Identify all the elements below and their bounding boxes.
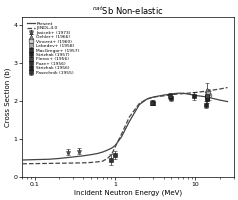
Present [194, 94, 197, 97]
Legend: Present, JENDL-4.0, Jasicek+ (1973), Oehler+ (1966), Vincent+ (1960), Lebedev+ (: Present, JENDL-4.0, Jasicek+ (1973), Oeh… [27, 21, 80, 75]
JENDL-4.0 [72, 162, 74, 164]
Present [210, 97, 213, 99]
Present [47, 158, 50, 160]
Present [186, 93, 189, 95]
Present [138, 103, 141, 106]
Present [110, 147, 113, 149]
Present [200, 95, 203, 97]
JENDL-4.0 [162, 95, 165, 97]
JENDL-4.0 [114, 146, 117, 148]
JENDL-4.0 [101, 160, 104, 162]
Present [170, 93, 173, 95]
JENDL-4.0 [128, 116, 131, 118]
Present [162, 94, 165, 96]
JENDL-4.0 [96, 161, 99, 163]
Present [33, 158, 36, 161]
JENDL-4.0 [82, 162, 84, 164]
Present [82, 155, 84, 157]
JENDL-4.0 [200, 91, 203, 93]
Present [120, 136, 123, 138]
Present [226, 100, 229, 103]
Present [206, 96, 209, 98]
JENDL-4.0 [58, 162, 60, 164]
JENDL-4.0 [89, 161, 92, 164]
Line: JENDL-4.0: JENDL-4.0 [22, 88, 228, 164]
JENDL-4.0 [176, 93, 179, 95]
JENDL-4.0 [226, 86, 229, 89]
Present [101, 151, 104, 153]
Present [114, 144, 117, 147]
Present [182, 92, 184, 94]
Present [146, 98, 149, 100]
JENDL-4.0 [186, 92, 189, 94]
Y-axis label: Cross Section (b): Cross Section (b) [4, 67, 11, 127]
JENDL-4.0 [194, 91, 197, 94]
JENDL-4.0 [152, 96, 155, 98]
Present [218, 99, 221, 101]
Present [21, 159, 24, 161]
JENDL-4.0 [210, 89, 213, 91]
Present [152, 96, 155, 98]
JENDL-4.0 [120, 133, 123, 135]
Present [128, 120, 131, 123]
JENDL-4.0 [138, 102, 141, 105]
Title: $^{nat}$Sb Non-elastic: $^{nat}$Sb Non-elastic [92, 4, 164, 17]
Line: Present: Present [22, 93, 228, 160]
X-axis label: Incident Neutron Energy (MeV): Incident Neutron Energy (MeV) [74, 189, 182, 196]
JENDL-4.0 [146, 98, 149, 100]
JENDL-4.0 [110, 153, 113, 156]
JENDL-4.0 [190, 92, 193, 94]
JENDL-4.0 [170, 94, 173, 96]
Present [190, 94, 193, 96]
Present [58, 157, 60, 160]
JENDL-4.0 [106, 157, 109, 160]
JENDL-4.0 [218, 88, 221, 90]
JENDL-4.0 [33, 162, 36, 165]
Present [106, 149, 109, 151]
Present [176, 92, 179, 94]
Present [72, 156, 74, 158]
JENDL-4.0 [182, 92, 184, 95]
JENDL-4.0 [206, 90, 209, 92]
Present [96, 152, 99, 155]
JENDL-4.0 [47, 162, 50, 165]
JENDL-4.0 [21, 163, 24, 165]
Present [89, 153, 92, 156]
